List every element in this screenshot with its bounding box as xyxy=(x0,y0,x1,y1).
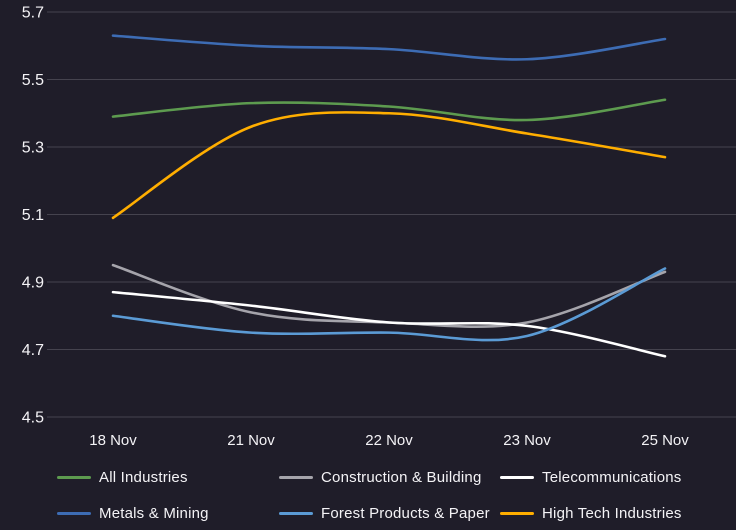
y-tick-label: 4.9 xyxy=(22,275,44,292)
legend-item-all-industries[interactable]: All Industries xyxy=(57,467,188,487)
legend-item-metals-mining[interactable]: Metals & Mining xyxy=(57,503,209,523)
legend-swatch-icon xyxy=(279,475,313,479)
line-chart: 5.7 5.5 5.3 5.1 4.9 4.7 4.5 18 Nov 21 Nov 22 Nov 2… xyxy=(22,5,736,449)
legend-label: Telecommunications xyxy=(542,468,682,486)
legend-item-telecommunications[interactable]: Telecommunications xyxy=(500,467,682,487)
legend-swatch-icon xyxy=(57,475,91,479)
legend-label: Metals & Mining xyxy=(99,504,209,522)
series-line-metals-mining xyxy=(111,34,667,61)
legend-swatch-icon xyxy=(500,511,534,515)
x-tick-label: 23 Nov xyxy=(503,432,551,449)
chart-legend: All Industries Construction & Building Tel… xyxy=(0,452,736,530)
series-line-construction-building xyxy=(111,263,667,328)
x-tick-label: 18 Nov xyxy=(89,432,137,449)
x-tick-label: 25 Nov xyxy=(641,432,689,449)
y-tick-label: 5.5 xyxy=(22,72,44,89)
x-tick-label: 21 Nov xyxy=(227,432,275,449)
series-line-high-tech-industries xyxy=(111,111,667,220)
legend-swatch-icon xyxy=(500,475,534,479)
legend-label: Forest Products & Paper xyxy=(321,504,490,522)
y-tick-label: 5.7 xyxy=(22,5,44,22)
legend-swatch-icon xyxy=(279,511,313,515)
series-line-telecommunications xyxy=(111,290,667,358)
legend-label: Construction & Building xyxy=(321,468,482,486)
y-tick-label: 5.3 xyxy=(22,140,44,157)
legend-swatch-icon xyxy=(57,511,91,515)
x-tick-label: 22 Nov xyxy=(365,432,413,449)
series-line-forest-products-paper xyxy=(111,267,667,342)
legend-label: High Tech Industries xyxy=(542,504,682,522)
y-tick-label: 4.5 xyxy=(22,410,44,427)
legend-label: All Industries xyxy=(99,468,188,486)
legend-item-forest-products-paper[interactable]: Forest Products & Paper xyxy=(279,503,490,523)
legend-item-high-tech-industries[interactable]: High Tech Industries xyxy=(500,503,682,523)
y-tick-label: 4.7 xyxy=(22,342,44,359)
y-tick-label: 5.1 xyxy=(22,207,44,224)
series-line-all-industries xyxy=(111,98,667,122)
legend-item-construction-building[interactable]: Construction & Building xyxy=(279,467,482,487)
